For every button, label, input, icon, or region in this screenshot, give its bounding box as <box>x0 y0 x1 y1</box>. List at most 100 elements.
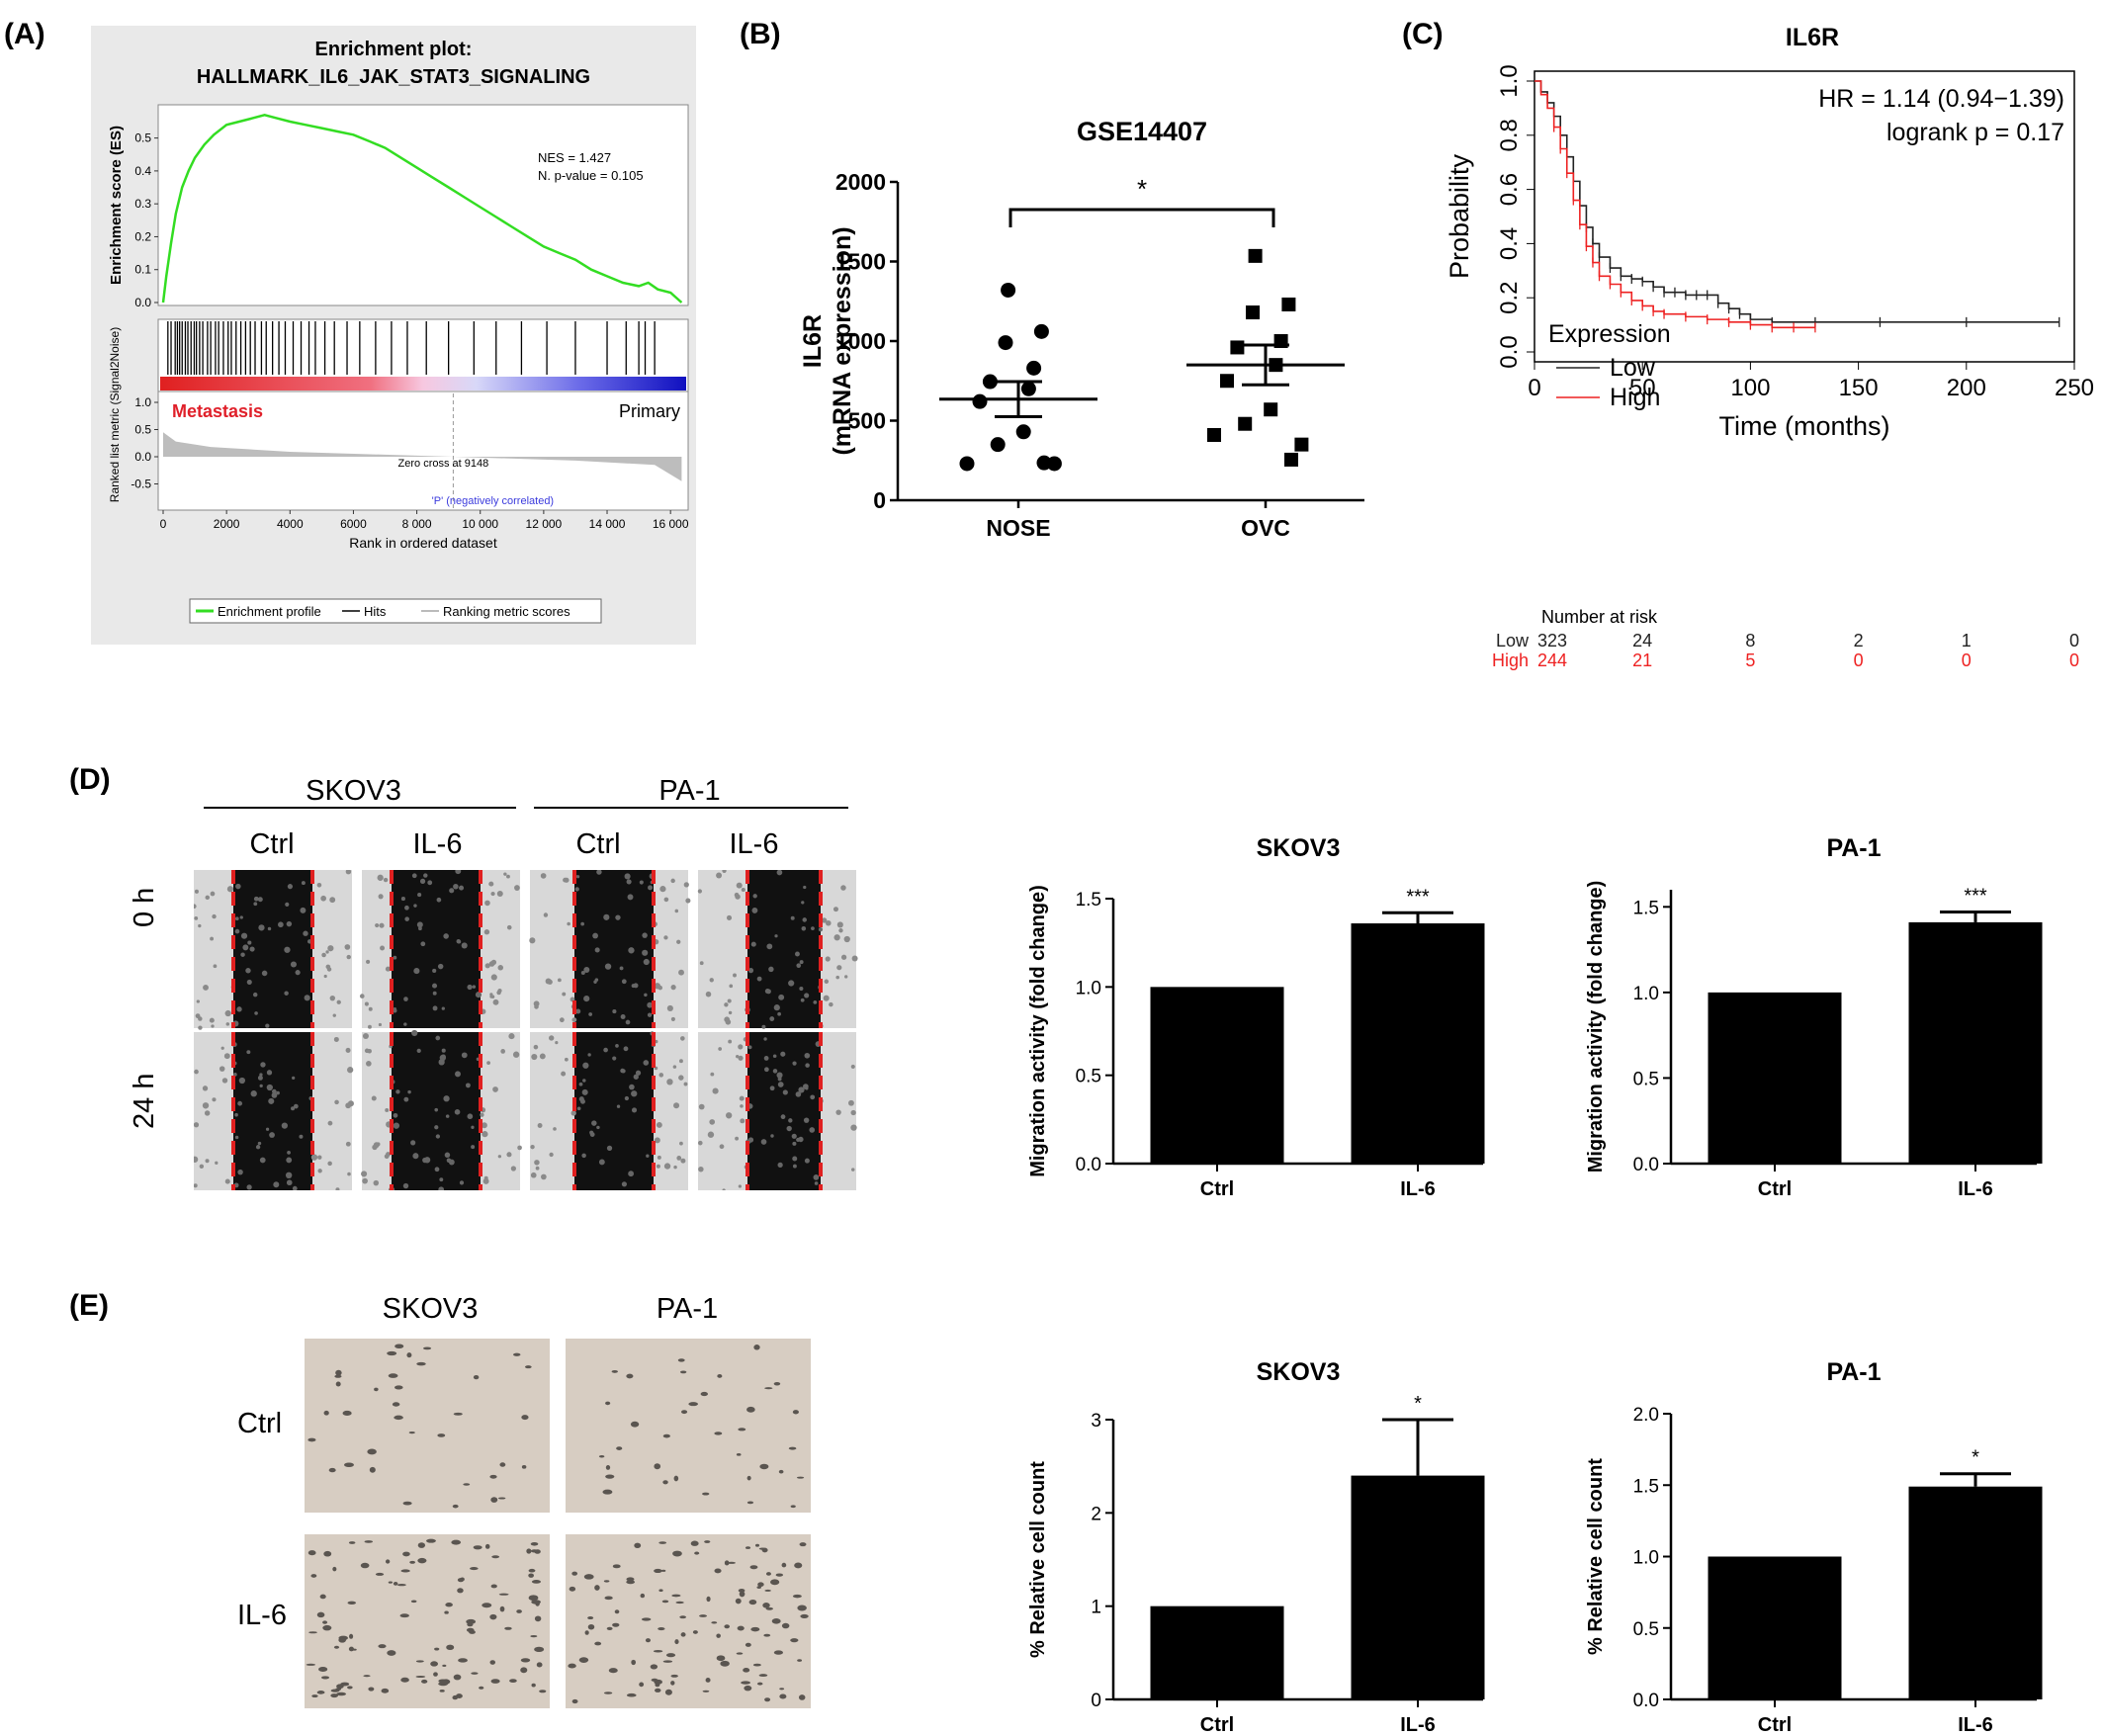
cell-dot <box>751 908 758 913</box>
y-tick-label: 0.4 <box>134 164 151 178</box>
scratch-col-label: Ctrl <box>575 828 621 860</box>
cell-dot <box>587 1053 591 1057</box>
migrated-cell <box>757 1582 764 1588</box>
cell-dot <box>198 923 202 928</box>
label-primary: Primary <box>619 401 680 421</box>
cell-dot <box>623 1046 629 1052</box>
gse14407-scatter-plot: GSE14407 0 500 1000 1500 2000 IL6R (mRNA expres… <box>799 117 1364 541</box>
cell-dot <box>257 1075 263 1081</box>
migrated-cell <box>754 1543 760 1547</box>
migrated-cell <box>578 1657 589 1664</box>
y-tick-label: 0.0 <box>1633 1155 1659 1175</box>
cell-dot <box>594 947 600 953</box>
cell-dot <box>676 1156 682 1161</box>
cell-dot <box>835 975 839 980</box>
y-tick-label: 1000 <box>835 328 886 354</box>
migrated-cell <box>526 1548 532 1554</box>
migrated-cell <box>489 1474 497 1479</box>
scratch-gap <box>747 870 821 1028</box>
transwell-image <box>566 1534 811 1708</box>
migrated-cell <box>738 1428 746 1432</box>
migrated-cell <box>530 1634 538 1638</box>
cell-dot <box>482 1177 489 1184</box>
migrated-cell <box>749 1565 758 1570</box>
migrated-cell <box>415 1675 426 1679</box>
cell-dot <box>564 877 570 883</box>
cell-dot <box>385 1108 390 1112</box>
plot-title: Enrichment plot: <box>315 39 473 60</box>
migrated-cell <box>639 1682 645 1688</box>
data-point-nose <box>1026 360 1042 376</box>
y2-tick-label: -0.5 <box>131 477 151 491</box>
x-tick-label: 14 000 <box>589 517 626 531</box>
migrated-cell <box>367 1448 377 1455</box>
cell-dot <box>375 922 380 928</box>
cell-dot <box>734 892 740 898</box>
migrated-cell <box>513 1352 521 1356</box>
cell-dot <box>840 885 846 891</box>
migrated-cell <box>737 1625 745 1631</box>
cell-dot <box>561 1071 567 1077</box>
cell-dot <box>534 1004 539 1009</box>
scratch-header-rule-skov3 <box>204 807 516 809</box>
migrated-cell <box>736 1453 742 1456</box>
migrated-cell <box>752 1663 761 1667</box>
cell-dot <box>497 1155 502 1159</box>
cell-dot <box>332 1013 336 1017</box>
data-point-ovc <box>1248 248 1263 263</box>
cell-dot <box>368 1024 372 1029</box>
migrated-cell <box>765 1606 774 1610</box>
cell-dot <box>620 1068 625 1074</box>
cell-dot <box>738 1044 744 1050</box>
cell-dot <box>850 1124 857 1131</box>
migrated-cell <box>714 1432 723 1435</box>
migrated-cell <box>741 1681 750 1685</box>
y-tick-label: 2 <box>1091 1504 1101 1524</box>
label-metastasis: Metastasis <box>172 401 263 421</box>
cell-dot <box>212 913 217 919</box>
cell-dot <box>234 1135 239 1140</box>
migrated-cell <box>335 1381 341 1387</box>
cell-dot <box>530 1144 535 1150</box>
cell-dot <box>508 1033 515 1040</box>
transwell-image <box>305 1339 550 1513</box>
cell-dot <box>310 1154 318 1161</box>
cell-dot <box>683 882 689 888</box>
cell-dot <box>212 1097 217 1102</box>
scratch-header-pa1: PA-1 <box>658 775 721 807</box>
cell-dot <box>434 1107 439 1112</box>
cell-dot <box>592 932 598 939</box>
cell-dot <box>799 987 804 992</box>
cell-dot <box>240 932 248 939</box>
migrated-cell <box>335 1369 342 1376</box>
cell-dot <box>790 915 795 920</box>
cell-dot <box>492 1086 498 1092</box>
cell-dot <box>612 1009 617 1014</box>
cell-dot <box>574 887 579 892</box>
chart-title: PA-1 <box>1826 834 1881 862</box>
migrated-cell <box>705 1677 711 1683</box>
cell-dot <box>844 975 848 979</box>
migrated-cell <box>393 1582 398 1586</box>
bar-ctrl <box>1150 1606 1284 1699</box>
cell-dot <box>221 1078 228 1084</box>
cell-dot <box>588 1012 593 1016</box>
cell-dot <box>413 968 420 975</box>
plot-frame <box>1534 70 2075 363</box>
cell-dot <box>540 873 547 879</box>
cell-dot <box>434 1125 439 1130</box>
cell-dot <box>656 1122 662 1128</box>
migrated-cell <box>587 1616 594 1620</box>
cell-dot <box>678 969 684 976</box>
cell-dot <box>836 921 843 928</box>
migrated-cell <box>626 1580 636 1585</box>
cell-dot <box>234 1112 238 1117</box>
cell-dot <box>435 1035 441 1041</box>
cell-dot <box>439 1177 444 1182</box>
migrated-cell <box>499 1462 506 1467</box>
migrated-cell <box>796 1476 805 1479</box>
migrated-cell <box>616 1446 623 1450</box>
migrated-cell <box>426 1538 436 1543</box>
skov3-cell-count-bar-chart: SKOV3 0 1 2 3 % Relative cell count Ctrl * IL-6 <box>1027 1358 1485 1736</box>
cell-dot <box>411 1029 418 1037</box>
